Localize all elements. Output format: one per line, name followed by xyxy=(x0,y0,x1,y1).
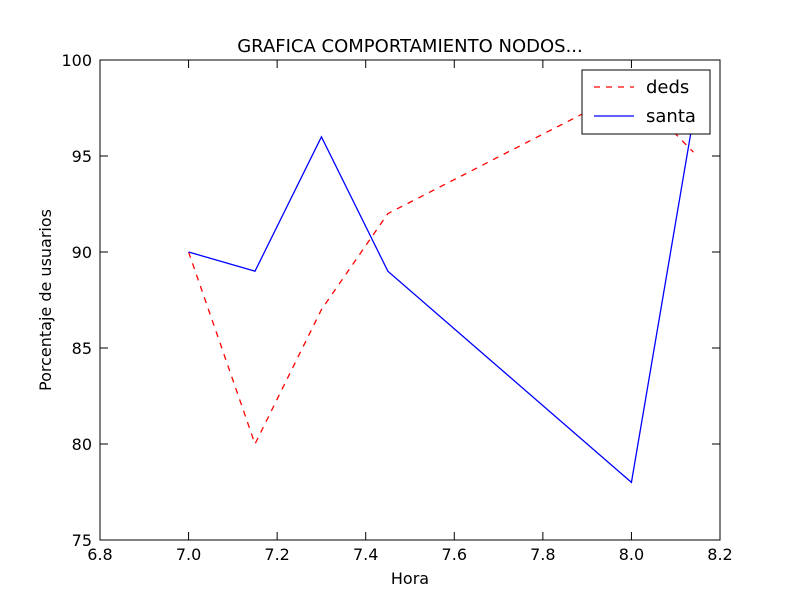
x-tick-label: 6.8 xyxy=(87,545,112,564)
x-tick-label: 7.0 xyxy=(176,545,201,564)
y-tick-label: 95 xyxy=(72,147,92,166)
legend-box xyxy=(581,69,711,135)
legend-label-santa: santa xyxy=(646,106,696,127)
y-tick-label: 90 xyxy=(72,243,92,262)
plot-background xyxy=(100,60,720,540)
plot-area: 6.8 7.0 7.2 7.4 7.6 7.8 8.0 8.2 75 80 85 90 95 100 xyxy=(61,51,732,564)
chart-title: GRAFICA COMPORTAMIENTO NODOS... xyxy=(237,36,583,57)
legend-label-deds: deds xyxy=(646,77,689,98)
y-tick-label: 100 xyxy=(61,51,92,70)
y-tick-label: 80 xyxy=(72,435,92,454)
x-tick-label: 7.6 xyxy=(442,545,467,564)
chart-legend: deds santa xyxy=(581,69,711,135)
axes-frame xyxy=(99,59,721,541)
y-tick-label: 75 xyxy=(72,531,92,550)
series-line-santa xyxy=(188,117,695,484)
y-axis-label: Porcentaje de usuarios xyxy=(36,209,55,391)
x-axis-label: Hora xyxy=(391,569,429,588)
x-tick-label: 7.4 xyxy=(353,545,378,564)
x-tick-label: 7.2 xyxy=(264,545,289,564)
x-tick-label: 7.8 xyxy=(530,545,555,564)
y-tick-label: 85 xyxy=(72,339,92,358)
x-tick-label: 8.2 xyxy=(707,545,732,564)
x-tick-label: 8.0 xyxy=(619,545,644,564)
